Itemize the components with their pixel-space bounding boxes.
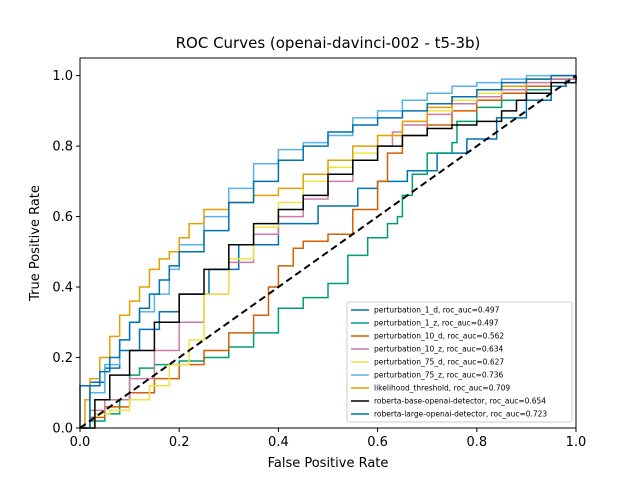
x-tick-label: 1.0 <box>566 435 587 450</box>
chance-diagonal <box>79 74 577 429</box>
y-axis-label: True Positive Rate <box>28 185 43 302</box>
x-tick-label: 0.0 <box>70 435 91 450</box>
x-axis-ticks: 0.0 0.2 0.4 0.6 0.8 1.0 <box>70 428 587 450</box>
legend-entry-1: perturbation_1_d, roc_auc=0.497 <box>374 306 500 315</box>
x-tick-label: 0.4 <box>268 435 289 450</box>
y-axis-ticks: 0.0 0.2 0.4 0.6 0.8 1.0 <box>52 69 80 437</box>
y-tick-label: 0.4 <box>52 281 73 296</box>
x-axis-label: False Positive Rate <box>268 456 389 471</box>
chart-title: ROC Curves (openai-davinci-002 - t5-3b) <box>176 34 481 52</box>
legend-entry-6: perturbation_75_z, roc_auc=0.736 <box>374 371 504 380</box>
x-tick-label: 0.2 <box>169 435 190 450</box>
x-tick-label: 0.8 <box>466 435 487 450</box>
roc-curves <box>79 74 577 429</box>
y-tick-label: 0.8 <box>52 140 73 155</box>
legend-entry-3: perturbation_10_d, roc_auc=0.562 <box>374 332 504 341</box>
legend-entry-7: likelihood_threshold, roc_auc=0.709 <box>374 384 510 393</box>
x-tick-label: 0.6 <box>367 435 388 450</box>
y-tick-label: 0.2 <box>52 351 73 366</box>
legend-items: perturbation_1_d, roc_auc=0.497 perturbat… <box>351 306 547 419</box>
legend-entry-9: roberta-large-openai-detector, roc_auc=0… <box>374 410 547 419</box>
legend-entry-5: perturbation_75_d, roc_auc=0.627 <box>374 358 504 367</box>
y-tick-label: 0.6 <box>52 210 73 225</box>
roc-curve-series-8 <box>80 75 577 429</box>
legend-entry-2: perturbation_1_z, roc_auc=0.497 <box>374 319 499 328</box>
y-tick-label: 1.0 <box>52 69 73 84</box>
roc-curve-series-9 <box>80 74 576 429</box>
plot-area <box>79 57 577 429</box>
y-tick-label: 0.0 <box>52 422 73 437</box>
plot-frame <box>79 57 577 429</box>
legend: perturbation_1_d, roc_auc=0.497 perturbat… <box>346 301 573 423</box>
legend-entry-8: roberta-base-openai-detector, roc_auc=0.… <box>374 397 546 406</box>
legend-box <box>346 301 573 423</box>
legend-entry-4: perturbation_10_z, roc_auc=0.634 <box>374 345 504 354</box>
